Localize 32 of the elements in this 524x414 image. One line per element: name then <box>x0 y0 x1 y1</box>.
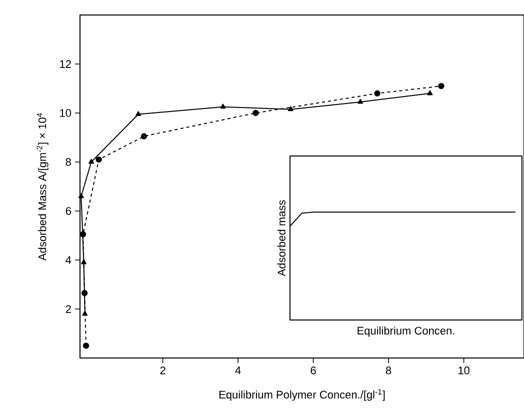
point <box>96 156 102 163</box>
point <box>374 90 380 96</box>
x-tick-label: 4 <box>235 366 241 374</box>
y-axis-title: Adsorbed mass <box>277 200 286 276</box>
point <box>81 259 87 264</box>
point <box>427 90 433 96</box>
y-tick-label: 10 <box>60 109 72 117</box>
point <box>81 290 88 296</box>
y-tick-label: 8 <box>66 158 71 166</box>
x-tick-label: 8 <box>386 366 392 374</box>
x-tick-label: 6 <box>310 366 316 374</box>
point <box>288 106 294 112</box>
point <box>140 133 148 140</box>
y-axis-title: Adsorbed Mass A/[gm$^{-2}$] × 10$^{4}$ <box>36 113 48 261</box>
y-tick-label: 12 <box>60 60 71 68</box>
point <box>252 110 259 116</box>
y-tick-label: 6 <box>66 207 71 215</box>
x-axis-title: Equilibrium Polymer Concen./[gl$^{-1}$] <box>219 389 385 401</box>
x-axis-title: Equilibrium Concen. <box>358 326 454 337</box>
point <box>136 111 142 116</box>
point <box>82 342 90 349</box>
point <box>438 82 444 90</box>
point <box>80 231 86 238</box>
point <box>220 104 226 109</box>
x-tick-label: 10 <box>458 366 470 374</box>
x-tick-label: 2 <box>160 366 166 374</box>
y-tick-label: 2 <box>66 305 71 313</box>
point <box>88 158 94 164</box>
y-tick-label: 4 <box>66 256 72 264</box>
point <box>78 193 84 198</box>
point <box>358 98 364 104</box>
point <box>82 310 88 316</box>
